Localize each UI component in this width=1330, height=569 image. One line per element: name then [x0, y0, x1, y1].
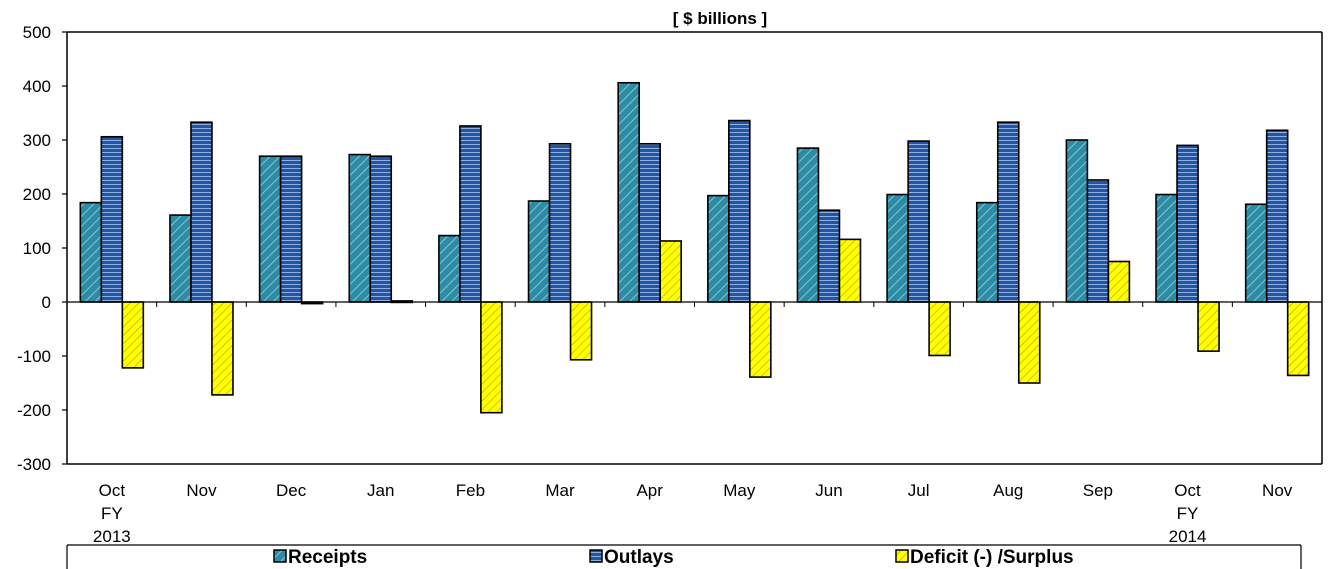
bar-deficit-surplus	[211, 301, 234, 396]
bar-outlays	[279, 155, 303, 303]
bar-receipts	[258, 155, 282, 303]
bar-deficit-surplus	[480, 301, 503, 414]
bar-receipts	[707, 194, 730, 303]
y-tick-label: -300	[17, 455, 51, 474]
y-tick-label: -200	[17, 401, 51, 420]
bar-outlays	[190, 121, 213, 303]
bar-receipts	[1065, 139, 1089, 303]
y-tick-label: 300	[23, 131, 51, 150]
y-tick-label: 0	[42, 293, 51, 312]
bar-receipts	[1155, 193, 1178, 303]
legend-label: Deficit (-) /Surplus	[910, 547, 1074, 568]
x-tick-label: Nov	[1262, 481, 1293, 500]
bar-receipts	[1244, 203, 1268, 303]
bar-outlays	[1086, 179, 1110, 303]
x-tick-label: Apr	[636, 481, 663, 500]
bar-receipts	[79, 201, 103, 303]
legend-swatch	[589, 549, 603, 563]
bar-deficit-surplus	[1197, 301, 1220, 352]
bar-deficit-surplus	[121, 301, 145, 369]
x-tick-label: 2014	[1169, 527, 1207, 546]
bar-receipts	[527, 200, 551, 303]
bar-outlays	[728, 119, 751, 303]
bar-outlays	[548, 142, 572, 303]
y-tick-label: -100	[17, 347, 51, 366]
bar-deficit-surplus	[838, 238, 862, 303]
legend-swatch	[895, 549, 909, 563]
legend-swatch	[273, 549, 287, 563]
bar-deficit-surplus	[1017, 301, 1041, 384]
bar-outlays	[1176, 144, 1199, 303]
chart-title: [ $ billions ]	[673, 9, 767, 28]
plot-area: 500 400 300 200 100 0 -100 -200 -300 Oct FY 2013 Nov…	[17, 23, 1323, 546]
legend-label: Receipts	[288, 547, 367, 568]
x-tick-label: Oct	[1174, 481, 1201, 500]
bar-deficit-surplus	[749, 301, 772, 378]
x-tick-label: Mar	[545, 481, 575, 500]
x-tick-label: Feb	[456, 481, 485, 500]
bar-outlays	[459, 125, 482, 303]
bar-receipts	[438, 234, 461, 303]
x-tick-label: Jan	[367, 481, 394, 500]
bar-deficit-surplus	[569, 301, 593, 361]
x-tick-label: Aug	[993, 481, 1023, 500]
bar-deficit-surplus	[928, 301, 951, 357]
bar-receipts	[886, 193, 909, 303]
x-tick-label: Dec	[276, 481, 307, 500]
bar-receipts	[796, 147, 820, 303]
x-tick-label: Jun	[815, 481, 842, 500]
bar-outlays	[817, 209, 841, 303]
bar-outlays	[996, 121, 1020, 303]
y-tick-label: 200	[23, 185, 51, 204]
x-tick-label: Jul	[908, 481, 930, 500]
legend-label: Outlays	[604, 547, 674, 568]
bar-outlays	[369, 155, 393, 303]
bar-deficit-surplus	[659, 240, 682, 303]
legend: Receipts Outlays Deficit (-) /Surplus	[66, 544, 1302, 569]
x-tick-label: Nov	[186, 481, 217, 500]
bar-receipts	[617, 81, 640, 303]
y-tick-label: 400	[23, 77, 51, 96]
x-tick-label: FY	[101, 504, 123, 523]
bar-receipts	[348, 153, 372, 303]
bar-receipts	[975, 201, 999, 303]
y-tick-label: 100	[23, 239, 51, 258]
y-tick-label: 500	[23, 23, 51, 42]
bar-outlays	[100, 135, 124, 303]
x-tick-label: 2013	[93, 527, 131, 546]
bar-receipts	[169, 214, 192, 303]
x-tick-label: Sep	[1083, 481, 1113, 500]
x-tick-label: FY	[1177, 504, 1199, 523]
bar-outlays	[907, 140, 930, 303]
bar-deficit-surplus	[1107, 260, 1131, 303]
bar-outlays	[638, 142, 661, 303]
bar-deficit-surplus	[1286, 301, 1310, 377]
x-tick-label: May	[723, 481, 756, 500]
x-tick-label: Oct	[99, 481, 126, 500]
bar-outlays	[1265, 129, 1289, 303]
